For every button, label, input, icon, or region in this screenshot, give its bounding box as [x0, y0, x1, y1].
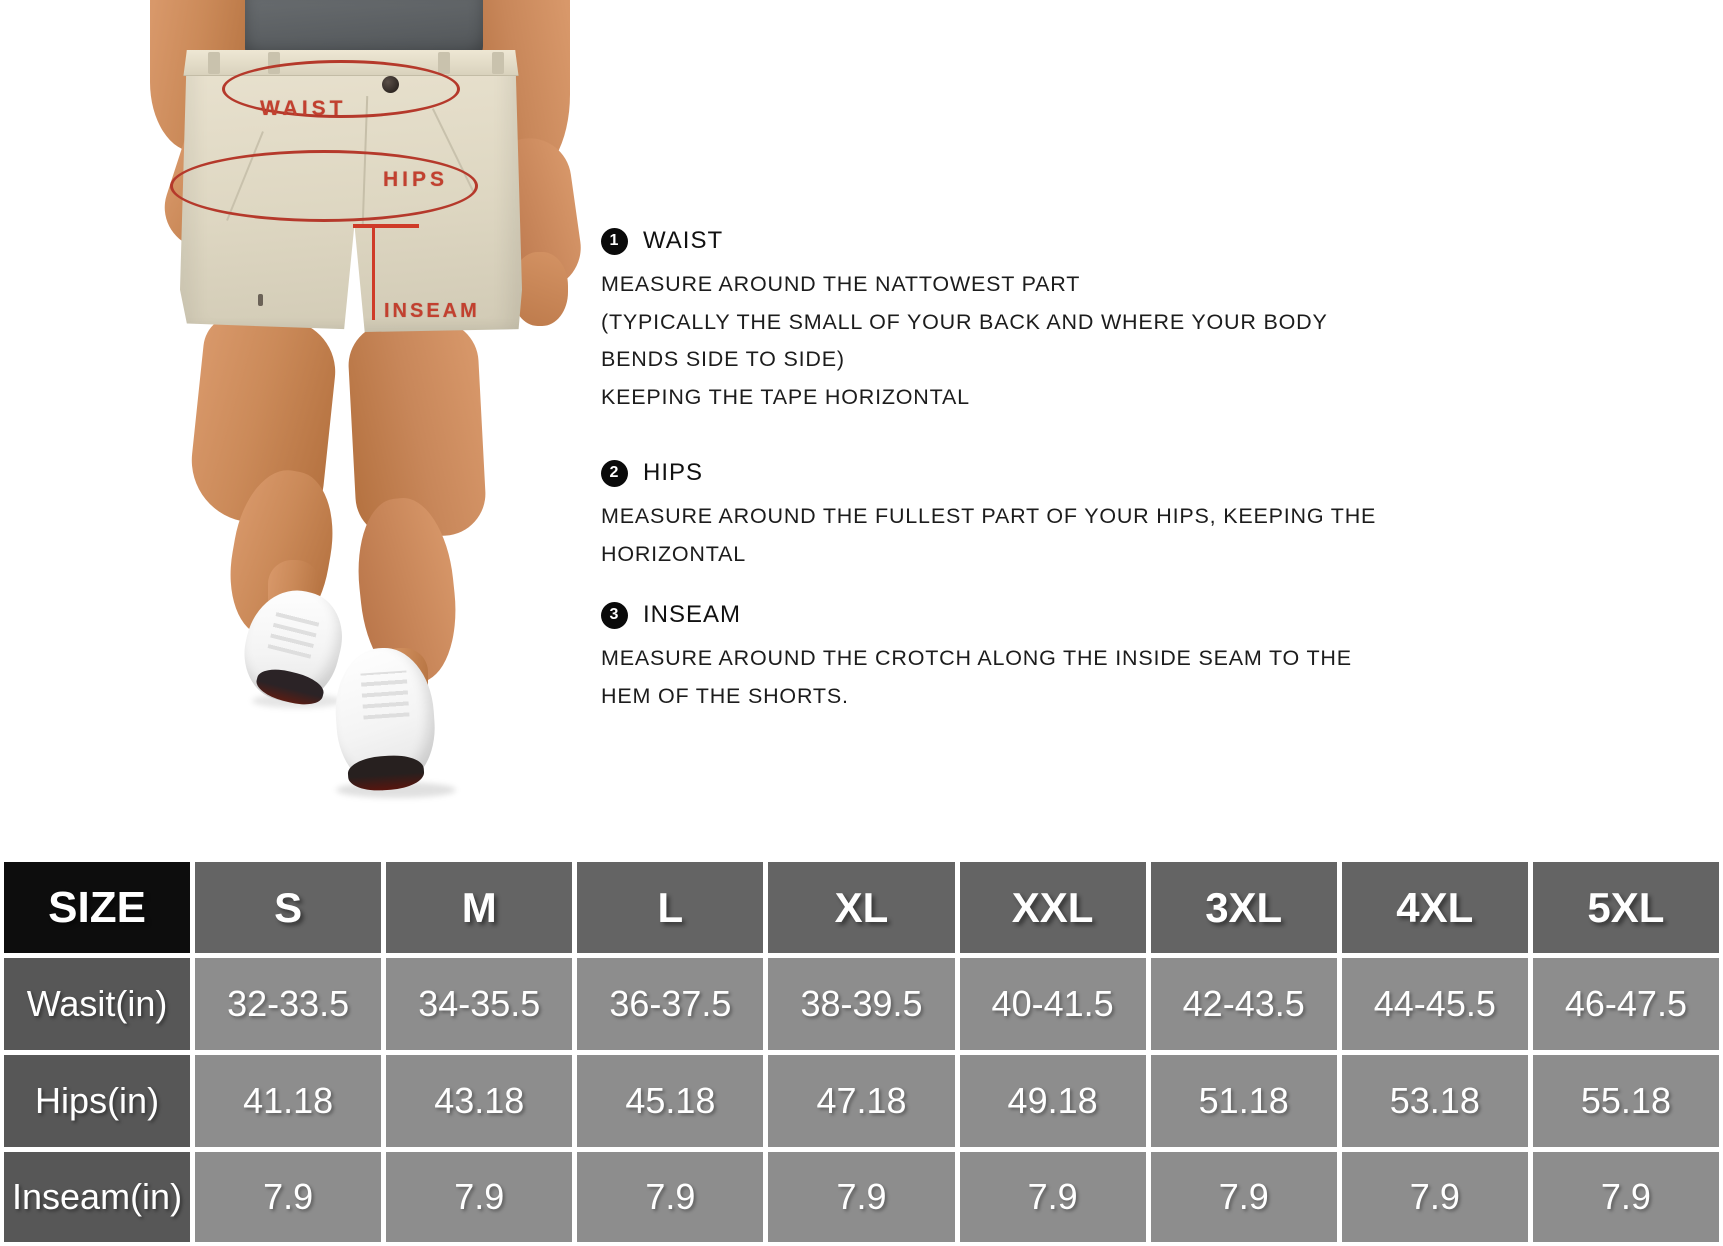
table-cell: 51.18 [1150, 1055, 1337, 1147]
instruction-title: WAIST [643, 227, 724, 254]
table-cell: 53.18 [1341, 1055, 1528, 1147]
instruction-section-inseam: 3 INSEAM MEASURE AROUND THE CROTCH ALONG… [601, 600, 1391, 715]
table-header-3xl: 3XL [1150, 862, 1337, 953]
table-header-xl: XL [768, 862, 955, 953]
belt-loop [208, 52, 220, 74]
belt-loop [492, 52, 504, 74]
table-header-4xl: 4XL [1341, 862, 1528, 953]
row-label-inseam: Inseam(in) [4, 1152, 191, 1242]
instruction-title-row: 1 WAIST [601, 226, 1391, 256]
table-header-5xl: 5XL [1532, 862, 1719, 953]
instruction-line: HEM OF THE SHORTS. [601, 683, 849, 708]
instruction-body: MEASURE AROUND THE NATTOWEST PART (TYPIC… [601, 266, 1391, 416]
table-cell: 7.9 [1341, 1152, 1528, 1242]
instruction-line: MEASURE AROUND THE FULLEST PART OF YOUR … [601, 504, 1377, 528]
instruction-body: MEASURE AROUND THE CROTCH ALONG THE INSI… [601, 640, 1391, 715]
table-cell: 7.9 [959, 1152, 1146, 1242]
instruction-line: BENDS SIDE TO SIDE) [601, 347, 845, 371]
table-cell: 32-33.5 [195, 958, 382, 1050]
inseam-measure-line [372, 226, 375, 320]
hips-annotation-label: HIPS [383, 168, 449, 191]
instruction-body: MEASURE AROUND THE FULLEST PART OF YOUR … [601, 498, 1391, 573]
instruction-title: HIPS [643, 459, 704, 486]
numbered-bullet-icon: 2 [601, 459, 628, 487]
inseam-measure-topbar [353, 224, 419, 228]
instruction-title-row: 3 INSEAM [601, 600, 1391, 630]
instruction-line: MEASURE AROUND THE CROTCH ALONG THE INSI… [601, 646, 1352, 670]
table-cell: 7.9 [577, 1152, 764, 1242]
thigh-zipper-pull [258, 294, 263, 306]
model-photo: WAIST HIPS INSEAM [0, 0, 620, 860]
instruction-section-hips: 2 HIPS MEASURE AROUND THE FULLEST PART O… [601, 458, 1391, 573]
instruction-line: HORIZONTAL [601, 541, 746, 566]
table-header-xxl: XXL [959, 862, 1146, 953]
table-cell: 7.9 [195, 1152, 382, 1242]
instruction-line: MEASURE AROUND THE NATTOWEST PART [601, 272, 1081, 296]
table-header-size: SIZE [4, 862, 191, 953]
table-cell: 55.18 [1532, 1055, 1719, 1147]
belt-loop [438, 52, 450, 74]
table-cell: 46-47.5 [1532, 958, 1719, 1050]
waist-annotation-label: WAIST [260, 97, 347, 120]
table-cell: 7.9 [768, 1152, 955, 1242]
table-header-m: M [386, 862, 573, 953]
table-cell: 42-43.5 [1150, 958, 1337, 1050]
table-cell: 7.9 [1532, 1152, 1719, 1242]
instruction-section-waist: 1 WAIST MEASURE AROUND THE NATTOWEST PAR… [601, 226, 1391, 416]
table-cell: 41.18 [195, 1055, 382, 1147]
table-header-l: L [577, 862, 764, 953]
table-cell: 47.18 [768, 1055, 955, 1147]
numbered-bullet-icon: 1 [601, 227, 628, 255]
instruction-line: (TYPICALLY THE SMALL OF YOUR BACK AND WH… [601, 309, 1328, 334]
table-cell: 36-37.5 [577, 958, 764, 1050]
waist-measure-ellipse [222, 60, 460, 118]
right-shoe-laces [360, 670, 410, 720]
table-cell: 45.18 [577, 1055, 764, 1147]
table-cell: 7.9 [1150, 1152, 1337, 1242]
table-cell: 40-41.5 [959, 958, 1146, 1050]
table-cell: 43.18 [386, 1055, 573, 1147]
table-cell: 34-35.5 [386, 958, 573, 1050]
instruction-line: KEEPING THE TAPE HORIZONTAL [601, 384, 970, 409]
table-cell: 38-39.5 [768, 958, 955, 1050]
inseam-annotation-label: INSEAM [384, 300, 480, 322]
size-table: SIZE S M L XL XXL 3XL 4XL 5XL Wasit(in) … [0, 858, 1723, 1246]
row-label-waist: Wasit(in) [4, 958, 191, 1050]
table-cell: 49.18 [959, 1055, 1146, 1147]
row-label-hips: Hips(in) [4, 1055, 191, 1147]
instruction-title: INSEAM [643, 601, 742, 628]
table-cell: 44-45.5 [1341, 958, 1528, 1050]
measuring-instructions: 1 WAIST MEASURE AROUND THE NATTOWEST PAR… [601, 226, 1391, 715]
table-header-s: S [195, 862, 382, 953]
numbered-bullet-icon: 3 [601, 601, 628, 629]
table-cell: 7.9 [386, 1152, 573, 1242]
instruction-title-row: 2 HIPS [601, 458, 1391, 488]
hips-measure-ellipse [170, 150, 478, 222]
